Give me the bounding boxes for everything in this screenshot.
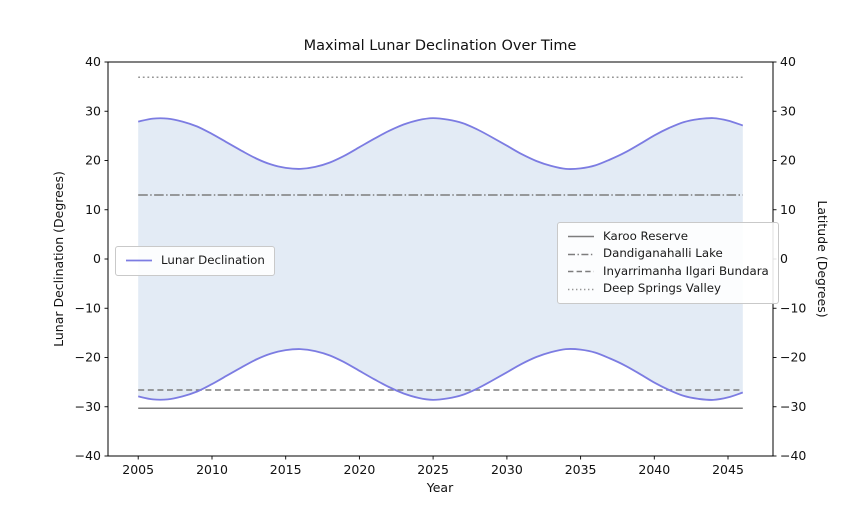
x-tick-label: 2045 [712,462,744,477]
legend-reference-sites: Karoo Reserve Dandiganahalli Lake Inyarr… [557,222,779,304]
x-tick-label: 2025 [417,462,449,477]
y-tick-label-right: −30 [780,399,806,414]
x-tick-label: 2040 [638,462,670,477]
dotted-line-sample [568,288,594,291]
legend-item: Inyarrimanha Ilgari Bundara [567,263,769,281]
y-axis-label-left: Lunar Declination (Degrees) [51,171,66,347]
y-tick-label-left: 20 [85,153,101,168]
legend-item: Karoo Reserve [567,228,769,246]
legend-item-label: Inyarrimanha Ilgari Bundara [603,263,769,278]
x-tick-label: 2005 [122,462,154,477]
y-tick-label-left: −40 [75,448,101,463]
y-axis-label-right: Latitude (Degrees) [815,200,830,317]
x-axis-label: Year [426,480,454,495]
x-tick-label: 2010 [196,462,228,477]
declination-band [138,118,743,400]
lunar-declination-line-sample [126,259,152,262]
y-tick-label-right: −20 [780,350,806,365]
legend-lunar-declination: Lunar Declination [115,246,275,276]
y-tick-label-left: −20 [75,350,101,365]
y-tick-label-left: 10 [85,202,101,217]
y-tick-label-right: 30 [780,104,796,119]
lunar-declination-curve-north [138,117,744,170]
x-tick-label: 2030 [491,462,523,477]
lunar-declination-curve-south [138,348,744,401]
chart-title: Maximal Lunar Declination Over Time [304,38,577,54]
x-tick-label: 2015 [270,462,302,477]
y-tick-label-left: 40 [85,54,101,69]
y-tick-label-right: 0 [780,251,788,266]
y-tick-label-right: 20 [780,153,796,168]
x-tick-label: 2035 [565,462,597,477]
x-tick-label: 2020 [343,462,375,477]
legend-item-label: Deep Springs Valley [603,281,721,296]
y-tick-label-left: −30 [75,399,101,414]
legend-item-label: Karoo Reserve [603,228,688,243]
y-tick-label-right: 10 [780,202,796,217]
legend-item: Deep Springs Valley [567,281,769,299]
dashed-line-sample [568,271,594,273]
legend-item-label: Lunar Declination [161,252,265,267]
y-tick-label-right: 40 [780,54,796,69]
y-tick-label-left: −10 [75,300,101,315]
y-tick-label-left: 30 [85,104,101,119]
legend-item: Dandiganahalli Lake [567,246,769,264]
solid-line-sample [568,236,594,238]
dashdot-line-sample [568,253,594,255]
legend-item-label: Dandiganahalli Lake [603,246,723,261]
y-tick-label-left: 0 [93,251,101,266]
legend-item: Lunar Declination [125,252,265,270]
y-tick-label-right: −40 [780,448,806,463]
y-tick-label-right: −10 [780,300,806,315]
